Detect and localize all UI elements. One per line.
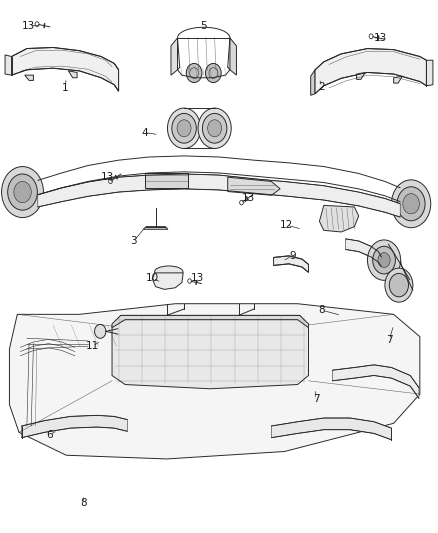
Circle shape	[385, 268, 413, 302]
Circle shape	[208, 120, 222, 137]
Polygon shape	[145, 173, 188, 188]
Polygon shape	[10, 304, 420, 459]
Polygon shape	[25, 75, 33, 80]
Text: 9: 9	[289, 251, 296, 261]
Polygon shape	[12, 47, 119, 91]
Circle shape	[198, 108, 231, 149]
Text: 12: 12	[280, 220, 293, 230]
Text: 4: 4	[141, 127, 148, 138]
Polygon shape	[152, 273, 183, 289]
Text: 5: 5	[201, 21, 207, 31]
Polygon shape	[230, 38, 237, 75]
Text: 7: 7	[313, 394, 319, 405]
Polygon shape	[171, 38, 177, 75]
Polygon shape	[426, 60, 433, 86]
Text: 13: 13	[101, 172, 114, 182]
Circle shape	[369, 34, 373, 39]
Polygon shape	[272, 418, 392, 440]
Text: 8: 8	[318, 305, 325, 315]
Circle shape	[202, 114, 227, 143]
Text: 6: 6	[46, 430, 53, 440]
Circle shape	[392, 180, 431, 228]
Polygon shape	[332, 365, 419, 398]
Polygon shape	[5, 55, 12, 75]
Circle shape	[373, 246, 396, 274]
Text: 11: 11	[86, 341, 99, 351]
Polygon shape	[346, 239, 381, 266]
Circle shape	[186, 63, 202, 83]
Polygon shape	[144, 227, 168, 229]
Polygon shape	[68, 71, 77, 78]
Polygon shape	[274, 256, 308, 272]
Polygon shape	[21, 415, 127, 438]
Circle shape	[378, 253, 390, 268]
Circle shape	[95, 325, 106, 338]
Text: 13: 13	[22, 21, 35, 31]
Text: 2: 2	[318, 82, 325, 92]
Circle shape	[8, 174, 37, 210]
Polygon shape	[319, 205, 359, 232]
Text: 3: 3	[131, 236, 137, 246]
Text: 1: 1	[62, 83, 69, 93]
Polygon shape	[112, 316, 308, 389]
Circle shape	[188, 279, 191, 283]
Text: 7: 7	[386, 335, 392, 345]
Circle shape	[240, 200, 244, 205]
Polygon shape	[394, 76, 403, 83]
Circle shape	[389, 273, 409, 297]
Circle shape	[14, 181, 31, 203]
Polygon shape	[228, 177, 280, 195]
Circle shape	[177, 120, 191, 137]
Circle shape	[205, 63, 221, 83]
Circle shape	[367, 240, 401, 280]
Polygon shape	[114, 63, 119, 91]
Text: 8: 8	[80, 498, 87, 508]
Polygon shape	[315, 49, 426, 94]
Circle shape	[35, 22, 39, 27]
Circle shape	[172, 114, 196, 143]
Circle shape	[403, 193, 420, 214]
Circle shape	[167, 108, 201, 149]
Polygon shape	[38, 174, 400, 217]
Text: 13: 13	[191, 273, 204, 283]
Text: 13: 13	[242, 193, 255, 204]
Polygon shape	[357, 72, 365, 79]
Polygon shape	[112, 316, 308, 328]
Text: 10: 10	[146, 273, 159, 283]
Ellipse shape	[155, 266, 183, 278]
Circle shape	[2, 166, 43, 217]
Circle shape	[397, 187, 425, 221]
Text: 13: 13	[374, 33, 387, 43]
Polygon shape	[311, 70, 315, 95]
Circle shape	[109, 179, 112, 183]
